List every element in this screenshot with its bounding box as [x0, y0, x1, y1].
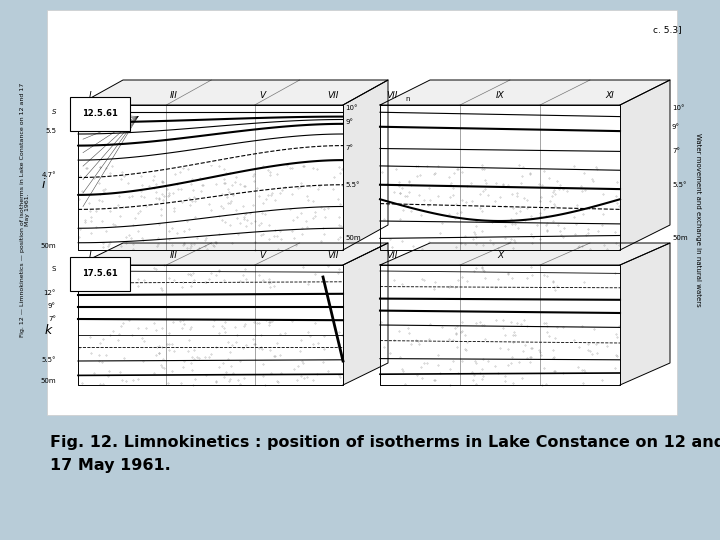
Text: 12°: 12° [44, 289, 56, 295]
Polygon shape [78, 80, 388, 105]
Polygon shape [620, 243, 670, 385]
Text: I: I [89, 91, 91, 100]
Bar [78, 311, 343, 319]
Polygon shape [620, 80, 670, 250]
Text: VII: VII [328, 91, 338, 100]
Text: 50m: 50m [40, 242, 56, 248]
Text: V: V [259, 91, 265, 100]
Text: 10°: 10° [345, 105, 358, 111]
Text: 12.5.61: 12.5.61 [82, 109, 118, 118]
Bar [380, 293, 620, 311]
Text: 50m: 50m [40, 379, 56, 384]
Text: 4.7°: 4.7° [41, 172, 56, 178]
Text: n: n [114, 96, 118, 102]
Polygon shape [78, 243, 388, 265]
Text: 17.5.61: 17.5.61 [82, 269, 118, 278]
Text: 9°: 9° [345, 119, 353, 125]
Bar [47, 10, 677, 415]
Text: VII: VII [387, 251, 397, 260]
Text: VII: VII [387, 91, 397, 100]
Text: Fig. 12 — Limnokinetics — position of isotherms in Lake Constance on 12 and 17
M: Fig. 12 — Limnokinetics — position of is… [19, 83, 30, 337]
Text: 50m: 50m [345, 235, 361, 241]
Text: 50m: 50m [672, 235, 688, 241]
Bar [158, 115, 343, 165]
Text: 9°: 9° [672, 124, 680, 130]
Polygon shape [78, 265, 343, 385]
Text: 5.5: 5.5 [45, 128, 56, 134]
Text: c. 5.3]: c. 5.3] [653, 25, 682, 34]
Text: Water movement and exchange in natural waters: Water movement and exchange in natural w… [695, 133, 701, 307]
Polygon shape [343, 243, 388, 385]
Bar [380, 143, 620, 163]
Text: S: S [52, 266, 56, 272]
Text: 10°: 10° [672, 105, 685, 111]
Text: III: III [170, 251, 178, 260]
Text: X: X [497, 251, 503, 260]
Text: V: V [259, 251, 265, 260]
Polygon shape [380, 243, 670, 265]
Text: k: k [45, 325, 52, 338]
Text: 7°: 7° [345, 145, 353, 152]
Text: 7°: 7° [672, 148, 680, 154]
Text: 7°: 7° [48, 316, 56, 322]
Text: 17 May 1961.: 17 May 1961. [50, 458, 171, 473]
Text: S: S [52, 109, 56, 115]
Text: 9°: 9° [48, 303, 56, 309]
Text: VII: VII [328, 251, 338, 260]
Bar [208, 125, 343, 155]
Text: I: I [89, 251, 91, 260]
Bar [78, 293, 343, 311]
Polygon shape [380, 265, 620, 385]
Polygon shape [380, 105, 620, 250]
Text: XI: XI [606, 91, 614, 100]
Text: n: n [406, 96, 410, 102]
Polygon shape [78, 105, 343, 250]
Text: 5.5°: 5.5° [672, 182, 686, 188]
Polygon shape [343, 80, 388, 250]
Bar [380, 108, 620, 143]
Text: 5.5°: 5.5° [42, 357, 56, 363]
Text: Fig. 12. Limnokinetics : position of isotherms in Lake Constance on 12 and: Fig. 12. Limnokinetics : position of iso… [50, 435, 720, 450]
Text: 5.5°: 5.5° [345, 182, 359, 188]
Text: i: i [41, 178, 45, 191]
Text: III: III [170, 91, 178, 100]
Text: IX: IX [495, 91, 505, 100]
Polygon shape [380, 80, 670, 105]
